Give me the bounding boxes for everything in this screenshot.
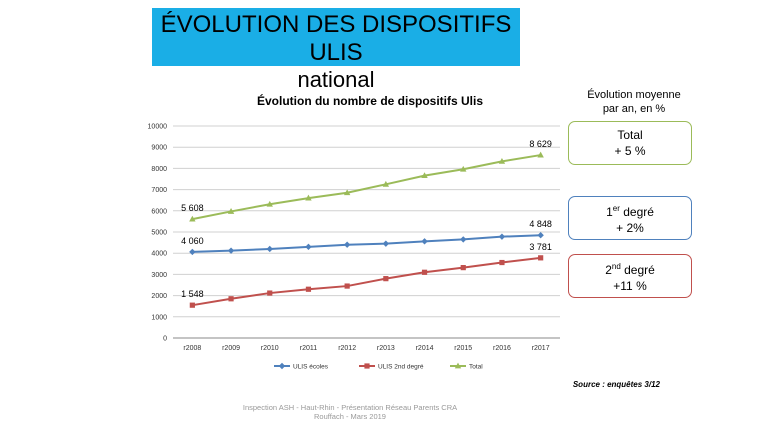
source-note: Source : enquêtes 3/12 <box>572 380 660 389</box>
series-point <box>189 248 196 256</box>
evolution-heading-line2: par an, en % <box>602 103 666 115</box>
series-point <box>267 290 273 296</box>
y-tick-label: 0 <box>163 336 167 343</box>
y-tick-label: 2000 <box>151 293 167 300</box>
total-value: + 5 % <box>614 144 646 158</box>
series-line <box>192 256 541 307</box>
y-tick-label: 6000 <box>151 208 167 215</box>
y-tick-label: 3000 <box>151 272 167 279</box>
x-tick-label: r2010 <box>261 345 279 352</box>
series-point <box>454 362 462 369</box>
data-label: 3 781 <box>529 242 552 252</box>
x-tick-label: r2012 <box>338 345 356 352</box>
series-point <box>305 194 312 201</box>
x-tick-label: r2016 <box>493 345 511 352</box>
x-tick-label: r2017 <box>532 345 550 352</box>
series-point <box>421 172 428 179</box>
x-tick-label: r2011 <box>300 345 317 352</box>
series-point <box>498 233 506 240</box>
series-point <box>538 255 544 261</box>
y-tick-label: 10000 <box>148 124 168 131</box>
series-point <box>228 296 234 302</box>
series-point <box>537 232 544 239</box>
y-tick-label: 1000 <box>151 314 167 321</box>
evolution-heading-line1: Évolution moyenne <box>587 89 681 101</box>
footer-line2: Rouffach - Mars 2019 <box>314 412 386 421</box>
series-point <box>189 215 196 222</box>
data-labels: 5 608 4 060 1 548 8 629 4 848 3 781 <box>181 139 552 299</box>
legend-label: Total <box>469 364 483 371</box>
series-group <box>189 151 544 222</box>
second-degree-value: +11 % <box>613 278 647 293</box>
series-point <box>305 286 312 292</box>
legend-item: ULIS écoles <box>274 362 329 371</box>
series-point <box>266 245 273 253</box>
data-label: 1 548 <box>181 289 204 299</box>
series-point <box>383 276 389 282</box>
series-point <box>343 241 351 248</box>
x-tick-label: r2013 <box>377 345 395 352</box>
series-point <box>227 247 235 254</box>
x-tick-label: r2009 <box>222 345 240 352</box>
legend-item: Total <box>450 362 483 371</box>
series-line <box>192 154 541 221</box>
first-degree-label: 1er degré <box>606 203 654 219</box>
title-banner: ÉVOLUTION DES DISPOSITIFS ULIS national <box>152 8 520 92</box>
series-point <box>189 302 195 308</box>
series-point <box>364 363 370 369</box>
data-label: 4 848 <box>529 219 552 229</box>
chart-title: Évolution du nombre de dispositifs Ulis <box>256 94 483 108</box>
data-label: 8 629 <box>529 139 552 149</box>
legend-item: ULIS 2nd degré <box>359 363 424 371</box>
series-point <box>343 189 351 196</box>
series-point <box>382 240 390 247</box>
second-degree-growth-box: 2nd degré +11 % <box>568 254 692 298</box>
series-point <box>460 236 467 243</box>
series-point <box>305 243 312 251</box>
series-point <box>382 180 390 187</box>
y-tick-label: 9000 <box>151 145 167 152</box>
series-line <box>192 234 541 253</box>
series-point <box>227 208 235 214</box>
series-group <box>189 232 544 256</box>
series-point <box>460 165 467 172</box>
slide-subtitle: national <box>297 67 375 92</box>
x-tick-labels: r2008 r2009 r2010 r2011 r2012 r2013 r2014 r2015… <box>183 345 549 352</box>
series-point <box>498 158 506 164</box>
series-group <box>189 255 544 308</box>
legend-label: ULIS écoles <box>293 364 329 371</box>
first-degree-value: + 2% <box>616 220 644 235</box>
evolution-heading: Évolution moyenne par an, en % <box>556 88 712 116</box>
chart-grid <box>173 125 560 339</box>
series-point <box>421 238 428 245</box>
series-point <box>537 151 544 158</box>
series-point <box>421 269 428 275</box>
y-tick-label: 8000 <box>151 166 167 173</box>
y-tick-labels: 0 1000 2000 3000 4000 5000 6000 7000 8000 9000 100… <box>148 124 168 343</box>
x-tick-label: r2015 <box>454 345 472 352</box>
series-point <box>266 200 273 207</box>
total-label: Total <box>617 128 643 142</box>
series-point <box>344 283 350 289</box>
chart-legend: ULIS écoles ULIS 2nd degré Total <box>274 362 483 371</box>
legend-label: ULIS 2nd degré <box>378 364 424 371</box>
x-tick-label: r2014 <box>416 345 434 352</box>
data-label: 4 060 <box>181 236 204 246</box>
second-degree-label: 2nd degré <box>605 261 655 277</box>
data-label: 5 608 <box>181 203 204 213</box>
y-tick-label: 7000 <box>151 187 167 194</box>
series-point <box>460 265 466 271</box>
y-tick-label: 5000 <box>151 230 167 237</box>
x-tick-label: r2008 <box>183 345 201 352</box>
first-degree-growth-box: 1er degré + 2% <box>568 196 692 240</box>
footer-line1: Inspection ASH - Haut-Rhin - Présentatio… <box>242 403 458 412</box>
series-point <box>278 362 286 370</box>
y-tick-label: 4000 <box>151 251 167 258</box>
footer: Inspection ASH - Haut-Rhin - Présentatio… <box>200 403 500 421</box>
series-point <box>499 259 505 266</box>
slide-title: ÉVOLUTION DES DISPOSITIFS ULIS <box>160 11 512 66</box>
total-growth-box: Total + 5 % <box>568 121 692 165</box>
chart-series <box>189 151 544 308</box>
